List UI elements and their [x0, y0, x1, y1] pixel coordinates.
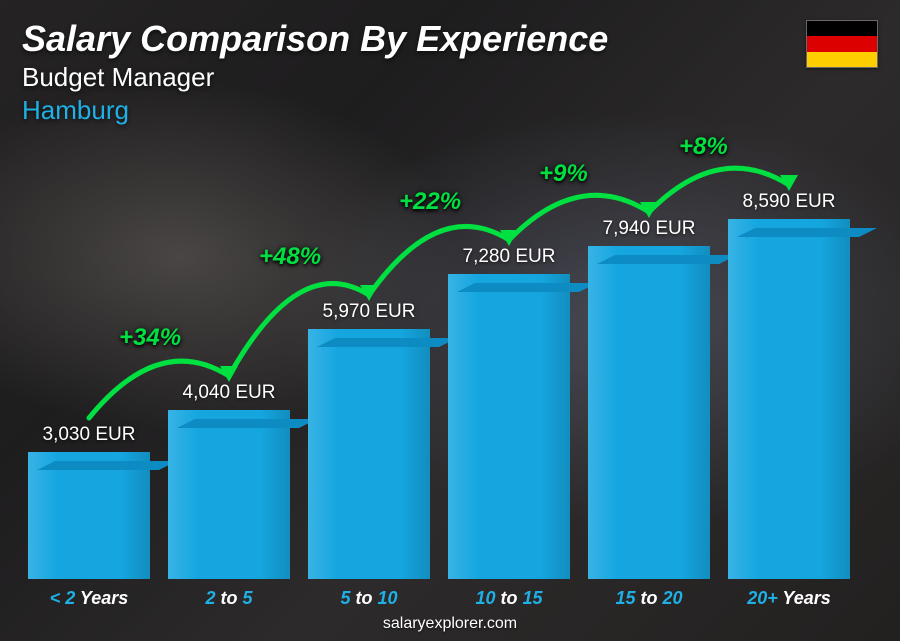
x-tick: 2 to 5 [168, 588, 290, 609]
bar [308, 329, 430, 579]
x-tick: 5 to 10 [308, 588, 430, 609]
x-axis: < 2 Years 2 to 5 5 to 10 10 to 15 15 to 20 20… [28, 588, 850, 609]
bar-slot: 7,280 EUR [448, 150, 570, 579]
bar-slot: 4,040 EUR [168, 150, 290, 579]
bar-slot: 5,970 EUR [308, 150, 430, 579]
bar [728, 219, 850, 579]
flag-stripe [807, 36, 877, 51]
chart-city: Hamburg [22, 95, 608, 126]
bar [168, 410, 290, 579]
flag-stripe [807, 52, 877, 67]
bar-value-label: 7,940 EUR [603, 218, 696, 240]
chart-container: Salary Comparison By Experience Budget M… [0, 0, 900, 641]
x-tick: 20+ Years [728, 588, 850, 609]
x-tick: 10 to 15 [448, 588, 570, 609]
bar [588, 246, 710, 579]
bar-value-label: 7,280 EUR [463, 246, 556, 268]
flag-stripe [807, 21, 877, 36]
bar-value-label: 3,030 EUR [43, 424, 136, 446]
x-tick: 15 to 20 [588, 588, 710, 609]
bar-slot: 3,030 EUR [28, 150, 150, 579]
chart-subtitle: Budget Manager [22, 62, 608, 93]
country-flag-germany [806, 20, 878, 68]
footer-credit: salaryexplorer.com [0, 615, 900, 633]
bar-value-label: 5,970 EUR [323, 301, 416, 323]
title-block: Salary Comparison By Experience Budget M… [22, 18, 608, 126]
bar [448, 274, 570, 579]
bar-value-label: 8,590 EUR [743, 191, 836, 213]
chart-area: 3,030 EUR 4,040 EUR 5,970 EUR 7,280 EUR … [28, 150, 850, 579]
x-tick: < 2 Years [28, 588, 150, 609]
bar [28, 452, 150, 579]
chart-title: Salary Comparison By Experience [22, 18, 608, 60]
bar-slot: 7,940 EUR [588, 150, 710, 579]
bar-slot: 8,590 EUR [728, 150, 850, 579]
bar-value-label: 4,040 EUR [183, 382, 276, 404]
